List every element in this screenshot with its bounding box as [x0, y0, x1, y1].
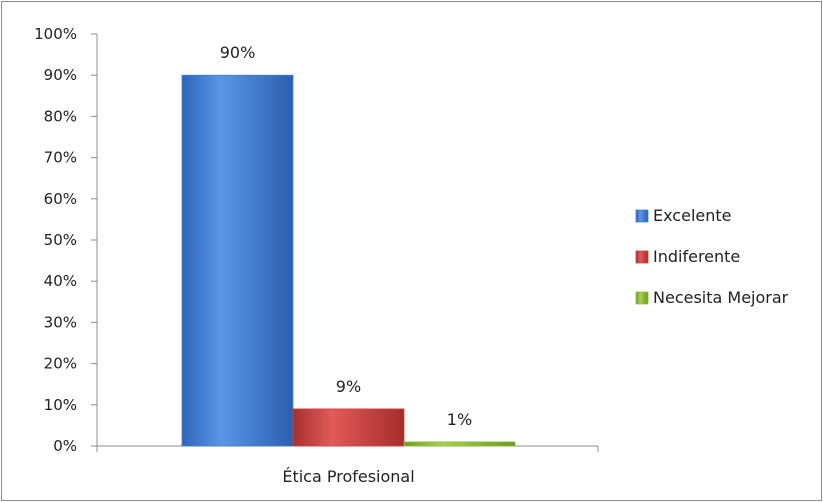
legend-swatch	[635, 209, 649, 223]
y-tick-label: 50%	[44, 231, 77, 249]
y-tick-label: 90%	[44, 66, 77, 84]
data-label: 1%	[447, 410, 472, 429]
y-tick-label: 60%	[44, 190, 77, 208]
data-label: 9%	[336, 377, 361, 396]
legend-swatch	[635, 291, 649, 305]
x-category-label: Ética Profesional	[282, 467, 414, 486]
y-tick-label: 40%	[44, 272, 77, 290]
y-tick-label: 0%	[53, 437, 77, 455]
y-tick-label: 10%	[44, 396, 77, 414]
legend-label: Necesita Mejorar	[653, 288, 789, 307]
bar-necesita-mejorar	[403, 441, 516, 447]
y-tick-label: 100%	[34, 25, 77, 43]
y-tick-label: 20%	[44, 355, 77, 373]
y-tick-label: 30%	[44, 313, 77, 331]
legend-swatch	[635, 250, 649, 264]
bar-indiferente	[292, 408, 405, 447]
y-tick-label: 80%	[44, 107, 77, 125]
bar-excelente	[181, 74, 294, 447]
y-tick-label: 70%	[44, 149, 77, 167]
legend-label: Indiferente	[653, 247, 740, 266]
data-label: 90%	[220, 43, 256, 62]
legend-label: Excelente	[653, 206, 731, 225]
